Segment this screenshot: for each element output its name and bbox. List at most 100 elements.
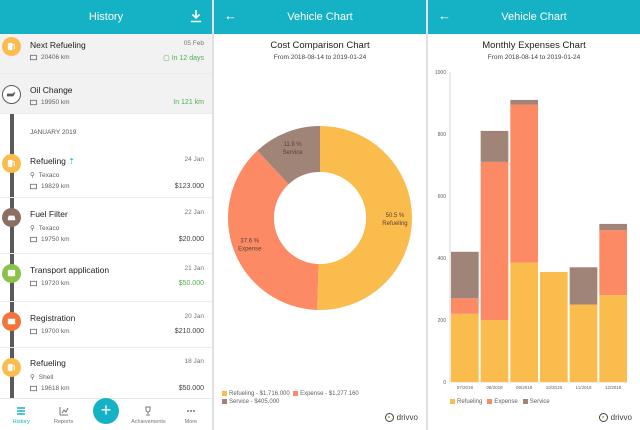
bar-service[interactable] <box>599 223 627 231</box>
bar-expense[interactable] <box>451 298 479 314</box>
x-tick-label: 08/2018 <box>486 385 503 390</box>
odometer-icon <box>30 385 37 392</box>
history-entry[interactable]: Registration 20 Jan 19700 km $210.000 <box>0 302 212 348</box>
history-entry[interactable]: Fuel Filter 22 Jan ⚲ Texaco 19750 km $20.… <box>0 198 212 254</box>
entry-title: Transport application <box>30 265 110 275</box>
bar-refueling[interactable] <box>540 271 568 382</box>
bar-refueling[interactable] <box>569 304 598 383</box>
upcoming-item-oil-change[interactable]: Oil Change 19950 km In 121 km <box>0 74 212 114</box>
bar-expense[interactable] <box>510 104 538 263</box>
entry-place: ⚲ Shell <box>30 373 54 382</box>
plus-icon: + <box>100 400 112 420</box>
chart-icon <box>59 407 69 416</box>
bar-refueling[interactable] <box>480 320 509 382</box>
y-tick-label: 400 <box>438 256 447 262</box>
x-tick-label: 11/2018 <box>576 385 592 390</box>
monthly-expenses-screen: ← Vehicle Chart Monthly Expenses Chart F… <box>428 0 640 430</box>
download-icon[interactable] <box>190 9 202 23</box>
back-arrow-icon[interactable]: ← <box>224 8 237 23</box>
entry-odometer: 19720 km <box>30 280 70 287</box>
trophy-icon <box>145 406 151 416</box>
entry-date: 20 Jan <box>184 313 204 320</box>
bar-service[interactable] <box>480 130 509 162</box>
upcoming-odometer: 20406 km <box>30 54 70 61</box>
screen-divider <box>212 0 214 430</box>
fuel-full-icon: ⇡ <box>68 157 75 166</box>
history-screen: History Next Refueling 05 Feb 20406 km ▢… <box>0 0 212 430</box>
history-entry[interactable]: Refueling ⇡ 24 Jan ⚲ Texaco 19829 km $123… <box>0 144 212 198</box>
screen-divider <box>426 0 428 430</box>
legend-expense: Expense <box>494 399 518 406</box>
history-entry[interactable]: Transport application 21 Jan 19720 km $5… <box>0 254 212 302</box>
bar-service[interactable] <box>451 251 479 299</box>
legend-service: Service - $405.000 <box>222 399 359 405</box>
pie-slice-expense[interactable] <box>227 150 319 310</box>
tab-more[interactable]: More <box>170 399 212 430</box>
entry-odometer: 19618 km <box>30 385 70 392</box>
entry-title: Refueling ⇡ <box>30 156 75 166</box>
entry-date: 21 Jan <box>184 265 204 272</box>
bus-icon <box>2 264 21 283</box>
screen-title: Vehicle Chart <box>287 11 353 23</box>
chart-title: Monthly Expenses Chart <box>482 40 586 51</box>
history-entry[interactable]: Refueling 18 Jan ⚲ Shell 19618 km $50.000 <box>0 348 212 398</box>
bar-refueling[interactable] <box>599 295 627 382</box>
bar-refueling[interactable] <box>510 262 538 382</box>
odometer-value: 19950 km <box>41 99 70 106</box>
odometer-icon <box>30 99 37 106</box>
back-arrow-icon[interactable]: ← <box>438 8 451 23</box>
entry-title: Fuel Filter <box>30 209 68 219</box>
calendar-icon: ▢ <box>163 55 172 62</box>
donut-hole <box>274 172 366 264</box>
document-icon <box>2 312 21 331</box>
location-pin-icon: ⚲ <box>30 225 35 232</box>
legend-refueling: Refueling <box>457 399 483 406</box>
entry-odometer: 19829 km <box>30 183 70 190</box>
tab-achievements[interactable]: Achievements <box>127 399 169 430</box>
bar-expense[interactable] <box>599 230 627 296</box>
y-tick-label: 1000 <box>435 70 446 76</box>
upcoming-remaining: In 121 km <box>173 99 204 106</box>
entry-place: ⚲ Texaco <box>30 171 60 180</box>
bar-expense[interactable] <box>480 161 509 320</box>
fuel-pump-icon <box>2 358 21 377</box>
slice-percent-label: 50.5 % <box>386 213 405 219</box>
odometer-icon <box>30 280 37 287</box>
upcoming-remaining: ▢ In 12 days <box>163 54 204 62</box>
drivvo-logo: drivvo <box>384 413 418 422</box>
cost-comparison-screen: ← Vehicle Chart Cost Comparison Chart Fr… <box>214 0 426 430</box>
bar-service[interactable] <box>569 267 598 305</box>
upcoming-title: Oil Change <box>30 85 73 95</box>
add-button[interactable]: + <box>93 397 120 424</box>
location-pin-icon: ⚲ <box>30 374 35 381</box>
chart-subtitle: From 2018-08-14 to 2019-01-24 <box>487 54 581 61</box>
tab-history[interactable]: History <box>0 399 42 430</box>
slice-name-label: Refueling <box>382 221 407 227</box>
upcoming-item-next-refueling[interactable]: Next Refueling 05 Feb 20406 km ▢ In 12 d… <box>0 34 212 74</box>
odometer-icon <box>30 183 37 190</box>
bar-service[interactable] <box>510 99 538 105</box>
odometer-value: 20406 km <box>41 54 70 61</box>
entry-amount: $50.000 <box>178 280 204 287</box>
history-title: History <box>88 11 124 23</box>
history-app-bar: History <box>0 0 212 34</box>
vehicle-chart-app-bar: ← Vehicle Chart <box>428 0 640 34</box>
entry-amount: $210.000 <box>174 328 204 335</box>
chart-subtitle: From 2018-08-14 to 2019-01-24 <box>273 54 367 61</box>
entry-date: 24 Jan <box>184 156 204 163</box>
pie-slice-refueling[interactable] <box>317 126 412 310</box>
bar-refueling[interactable] <box>451 313 479 382</box>
bar-legend: Refueling Expense Service <box>450 399 550 405</box>
fuel-pump-icon <box>2 37 21 56</box>
tab-reports[interactable]: Reports <box>42 399 84 430</box>
bottom-navigation: History Reports + Achievements More <box>0 397 212 430</box>
screen-title: Vehicle Chart <box>501 11 567 23</box>
x-tick-label: 12/2018 <box>605 385 622 390</box>
odometer-icon <box>30 54 37 61</box>
entry-title: Registration <box>30 313 76 323</box>
pie-legend: Refueling - $1,716.000 Expense - $1,277.… <box>222 391 359 405</box>
entry-amount: $123.000 <box>174 183 204 190</box>
pie-slice-service[interactable] <box>257 126 320 185</box>
entry-title: Refueling <box>30 358 66 368</box>
car-service-icon <box>2 208 21 227</box>
